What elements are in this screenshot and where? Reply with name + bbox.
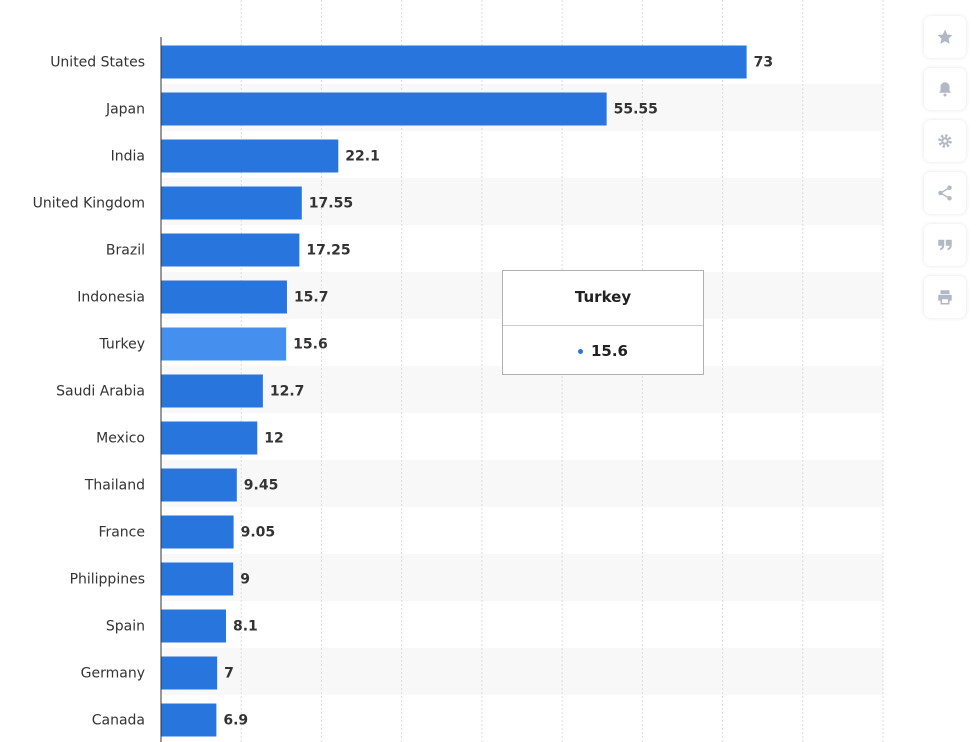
bar xyxy=(161,562,234,596)
bar xyxy=(161,327,287,361)
category-label: Turkey xyxy=(98,337,145,353)
category-label: Germany xyxy=(81,666,145,682)
value-label: 7 xyxy=(224,666,234,682)
row-band xyxy=(161,648,883,695)
value-label: 9 xyxy=(240,572,250,588)
category-label: Indonesia xyxy=(77,290,145,306)
bar xyxy=(161,92,607,126)
bar xyxy=(161,280,287,314)
chart-svg: United States 73 Japan 55.55 India 22.1 United… xyxy=(33,0,884,742)
bar xyxy=(161,139,339,173)
category-label: Mexico xyxy=(96,431,145,447)
tooltip-body: 15.6 xyxy=(503,326,703,376)
row-band xyxy=(161,460,883,507)
bar xyxy=(161,515,234,549)
value-label: 17.55 xyxy=(309,196,353,212)
row-band xyxy=(161,554,883,601)
value-label: 9.45 xyxy=(244,478,279,494)
category-label: Canada xyxy=(92,713,145,729)
quote-icon xyxy=(938,239,952,251)
value-label: 22.1 xyxy=(345,149,380,165)
cite-button[interactable] xyxy=(924,224,966,266)
print-button[interactable] xyxy=(924,276,966,318)
value-label: 6.9 xyxy=(223,713,248,729)
gear-icon xyxy=(938,134,952,148)
share-icon xyxy=(938,185,952,201)
tooltip-series-dot xyxy=(577,348,583,354)
category-label: France xyxy=(98,525,145,541)
chart-tooltip: Turkey 15.6 xyxy=(502,270,704,375)
category-label: United Kingdom xyxy=(33,196,145,212)
bar xyxy=(161,186,302,220)
category-label: Spain xyxy=(106,619,145,635)
bar xyxy=(161,468,237,502)
category-label: United States xyxy=(50,55,145,71)
star-icon xyxy=(937,29,953,44)
category-label: Philippines xyxy=(70,572,145,588)
category-label: India xyxy=(111,149,145,165)
category-label: Japan xyxy=(105,102,145,118)
bar xyxy=(161,656,218,690)
category-label: Thailand xyxy=(84,478,145,494)
tooltip-value: 15.6 xyxy=(590,342,628,360)
value-label: 73 xyxy=(754,55,773,71)
category-label: Saudi Arabia xyxy=(56,384,145,400)
bar xyxy=(161,609,226,643)
value-label: 15.7 xyxy=(294,290,329,306)
bar xyxy=(161,233,300,267)
value-label: 12 xyxy=(264,431,283,447)
tooltip-title: Turkey xyxy=(503,271,703,326)
value-label: 55.55 xyxy=(614,102,658,118)
settings-button[interactable] xyxy=(924,120,966,162)
value-label: 9.05 xyxy=(241,525,276,541)
notification-button[interactable] xyxy=(924,68,966,110)
bar xyxy=(161,374,263,408)
value-label: 17.25 xyxy=(306,243,350,259)
print-icon xyxy=(938,290,952,305)
category-label: Brazil xyxy=(106,243,145,259)
chart-toolbar xyxy=(924,16,966,328)
value-label: 12.7 xyxy=(270,384,305,400)
bell-icon xyxy=(939,82,951,97)
bar xyxy=(161,421,258,455)
bar-chart: United States 73 Japan 55.55 India 22.1 United… xyxy=(33,0,884,742)
favorite-button[interactable] xyxy=(924,16,966,58)
value-label: 15.6 xyxy=(293,337,328,353)
bar xyxy=(161,45,747,79)
value-label: 8.1 xyxy=(233,619,258,635)
bar xyxy=(161,703,217,737)
share-button[interactable] xyxy=(924,172,966,214)
